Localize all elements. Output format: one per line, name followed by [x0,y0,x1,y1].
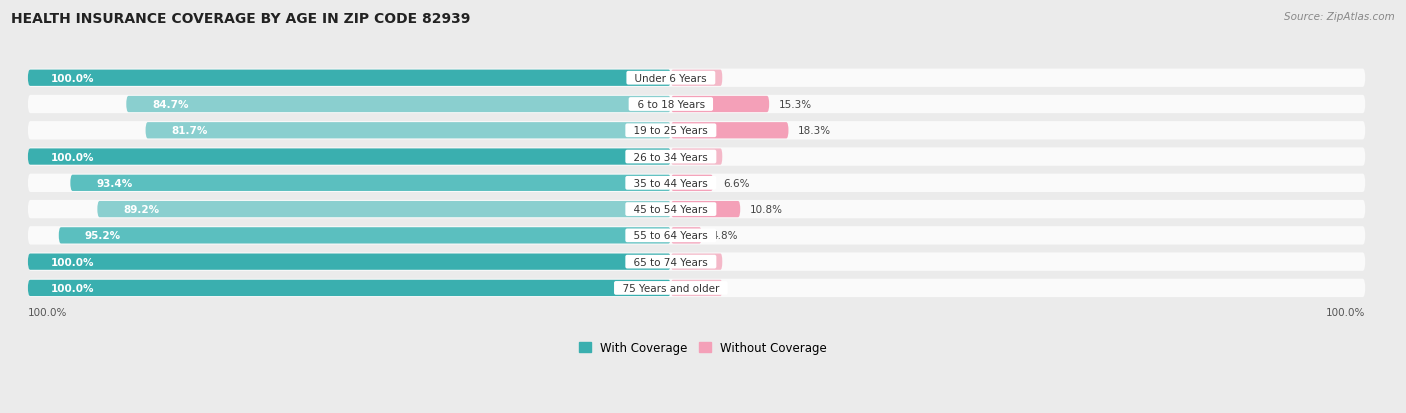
Text: 100.0%: 100.0% [28,307,67,317]
FancyBboxPatch shape [28,122,1365,140]
Text: 6.6%: 6.6% [723,178,749,188]
Text: 93.4%: 93.4% [96,178,132,188]
FancyBboxPatch shape [28,95,1365,114]
Text: 6 to 18 Years: 6 to 18 Years [630,100,711,110]
FancyBboxPatch shape [127,97,671,113]
FancyBboxPatch shape [28,149,671,165]
Text: 100.0%: 100.0% [51,257,94,267]
FancyBboxPatch shape [59,228,671,244]
Text: 45 to 54 Years: 45 to 54 Years [627,204,714,215]
FancyBboxPatch shape [28,279,1365,297]
Text: HEALTH INSURANCE COVERAGE BY AGE IN ZIP CODE 82939: HEALTH INSURANCE COVERAGE BY AGE IN ZIP … [11,12,471,26]
FancyBboxPatch shape [671,123,789,139]
FancyBboxPatch shape [671,97,769,113]
Text: 55 to 64 Years: 55 to 64 Years [627,231,714,241]
FancyBboxPatch shape [28,69,1365,88]
Text: 89.2%: 89.2% [122,204,159,215]
FancyBboxPatch shape [28,254,671,270]
Legend: With Coverage, Without Coverage: With Coverage, Without Coverage [574,337,832,359]
Text: 81.7%: 81.7% [172,126,208,136]
FancyBboxPatch shape [28,200,1365,219]
Text: 100.0%: 100.0% [51,283,94,293]
FancyBboxPatch shape [28,253,1365,271]
Text: Under 6 Years: Under 6 Years [628,74,713,83]
FancyBboxPatch shape [671,71,723,87]
FancyBboxPatch shape [671,228,702,244]
Text: 0.0%: 0.0% [681,283,707,293]
Text: 0.0%: 0.0% [681,74,707,83]
FancyBboxPatch shape [70,175,671,192]
Text: 0.0%: 0.0% [681,152,707,162]
Text: 4.8%: 4.8% [711,231,738,241]
Text: 84.7%: 84.7% [152,100,188,110]
FancyBboxPatch shape [28,71,671,87]
Text: 0.0%: 0.0% [681,257,707,267]
Text: 100.0%: 100.0% [1326,307,1365,317]
FancyBboxPatch shape [28,280,671,297]
Text: 100.0%: 100.0% [51,74,94,83]
Text: 19 to 25 Years: 19 to 25 Years [627,126,714,136]
Text: 18.3%: 18.3% [799,126,831,136]
Text: 15.3%: 15.3% [779,100,813,110]
FancyBboxPatch shape [671,149,723,165]
FancyBboxPatch shape [671,280,723,297]
Text: 95.2%: 95.2% [84,231,121,241]
FancyBboxPatch shape [671,175,713,192]
FancyBboxPatch shape [28,227,1365,245]
FancyBboxPatch shape [28,174,1365,192]
Text: 26 to 34 Years: 26 to 34 Years [627,152,714,162]
FancyBboxPatch shape [671,202,741,218]
Text: 65 to 74 Years: 65 to 74 Years [627,257,714,267]
Text: 75 Years and older: 75 Years and older [616,283,725,293]
FancyBboxPatch shape [28,148,1365,166]
FancyBboxPatch shape [671,254,723,270]
Text: 35 to 44 Years: 35 to 44 Years [627,178,714,188]
FancyBboxPatch shape [97,202,671,218]
FancyBboxPatch shape [146,123,671,139]
Text: 10.8%: 10.8% [749,204,783,215]
Text: 100.0%: 100.0% [51,152,94,162]
Text: Source: ZipAtlas.com: Source: ZipAtlas.com [1284,12,1395,22]
